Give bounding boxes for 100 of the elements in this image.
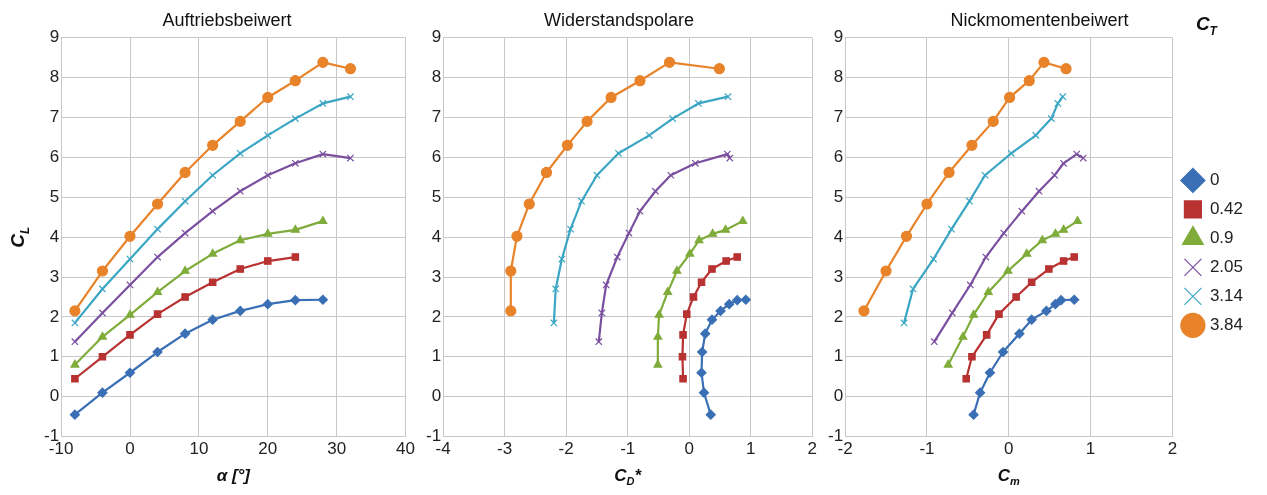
point xyxy=(651,187,660,195)
point xyxy=(694,99,703,108)
point xyxy=(1073,216,1082,224)
point xyxy=(1038,56,1050,68)
x-tick-label: 1 xyxy=(1085,439,1096,459)
y-tick-label: 4 xyxy=(833,226,844,246)
point xyxy=(614,149,623,158)
point xyxy=(965,197,974,205)
point xyxy=(713,63,725,75)
y-tick-label: 9 xyxy=(431,27,442,47)
point xyxy=(126,255,134,263)
legend-label: 0 xyxy=(1209,170,1220,190)
point xyxy=(153,287,163,296)
point xyxy=(262,91,274,104)
chart-title: Nickmomentenbeiwert xyxy=(950,9,1129,30)
legend-label: 3.14 xyxy=(1209,286,1244,306)
point xyxy=(663,56,676,68)
point xyxy=(900,230,913,242)
point xyxy=(724,92,732,101)
point xyxy=(982,253,990,261)
point xyxy=(263,131,272,140)
point xyxy=(921,198,933,210)
y-tick-label: 5 xyxy=(49,186,60,206)
point xyxy=(179,166,191,179)
y-tick-label: 2 xyxy=(49,306,60,326)
point xyxy=(595,337,603,346)
y-tick-label: 6 xyxy=(833,146,844,166)
point xyxy=(645,131,654,140)
point xyxy=(290,295,301,306)
point xyxy=(1003,265,1013,274)
y-tick-label: 7 xyxy=(833,107,844,127)
point xyxy=(724,299,735,310)
x-axis-title: α [°] xyxy=(216,466,252,485)
point xyxy=(625,229,633,237)
point xyxy=(968,409,979,420)
point xyxy=(975,387,986,398)
point xyxy=(566,225,575,233)
point xyxy=(929,255,938,263)
point xyxy=(706,314,718,325)
point xyxy=(1031,131,1040,140)
point xyxy=(236,149,244,158)
point xyxy=(966,139,978,151)
y-tick-label: 9 xyxy=(833,27,844,47)
point xyxy=(723,150,732,158)
point xyxy=(969,309,979,318)
x-tick-label: -1 xyxy=(919,439,935,459)
point xyxy=(1056,295,1067,306)
point xyxy=(69,305,81,317)
point xyxy=(263,171,272,180)
point xyxy=(613,253,622,261)
point xyxy=(126,281,134,289)
x-tick-label: -3 xyxy=(497,439,513,459)
point xyxy=(151,198,164,210)
y-tick-label: 5 xyxy=(833,186,844,206)
point xyxy=(636,207,644,215)
x-tick-label: -2 xyxy=(558,439,574,459)
point xyxy=(208,207,217,215)
x-tick-label: 0 xyxy=(684,439,694,459)
point xyxy=(1041,305,1052,317)
point xyxy=(966,281,975,289)
point xyxy=(344,63,357,75)
point xyxy=(987,115,999,127)
point xyxy=(605,91,617,104)
point xyxy=(235,305,246,317)
point xyxy=(653,359,663,368)
point xyxy=(1050,228,1060,237)
point xyxy=(98,285,107,293)
point xyxy=(181,293,189,301)
point xyxy=(208,278,217,286)
point xyxy=(98,309,107,317)
point xyxy=(558,255,566,263)
point xyxy=(1018,207,1026,215)
point xyxy=(1059,224,1069,233)
y-tick-label: -1 xyxy=(827,426,844,446)
point xyxy=(289,75,301,87)
point xyxy=(909,285,917,293)
y-tick-label: 1 xyxy=(833,346,844,366)
legend-label: 0.9 xyxy=(1209,228,1234,248)
point xyxy=(880,265,892,277)
point xyxy=(663,287,673,296)
point xyxy=(685,248,695,257)
point xyxy=(698,387,710,398)
point xyxy=(97,387,108,398)
point xyxy=(70,359,80,368)
point xyxy=(561,139,573,151)
x-tick-label: 30 xyxy=(327,439,347,459)
point xyxy=(505,305,517,317)
y-tick-label: 7 xyxy=(431,107,442,127)
y-tick-label: 2 xyxy=(431,306,442,326)
point xyxy=(1003,91,1016,104)
point xyxy=(733,253,741,261)
point xyxy=(181,197,189,205)
y-tick-label: -1 xyxy=(425,426,442,446)
point xyxy=(346,92,355,101)
point xyxy=(317,294,328,305)
x-tick-label: 0 xyxy=(125,439,135,459)
y-tick-label: 1 xyxy=(49,346,60,366)
point xyxy=(593,171,601,180)
point xyxy=(694,235,704,244)
point xyxy=(708,228,718,237)
